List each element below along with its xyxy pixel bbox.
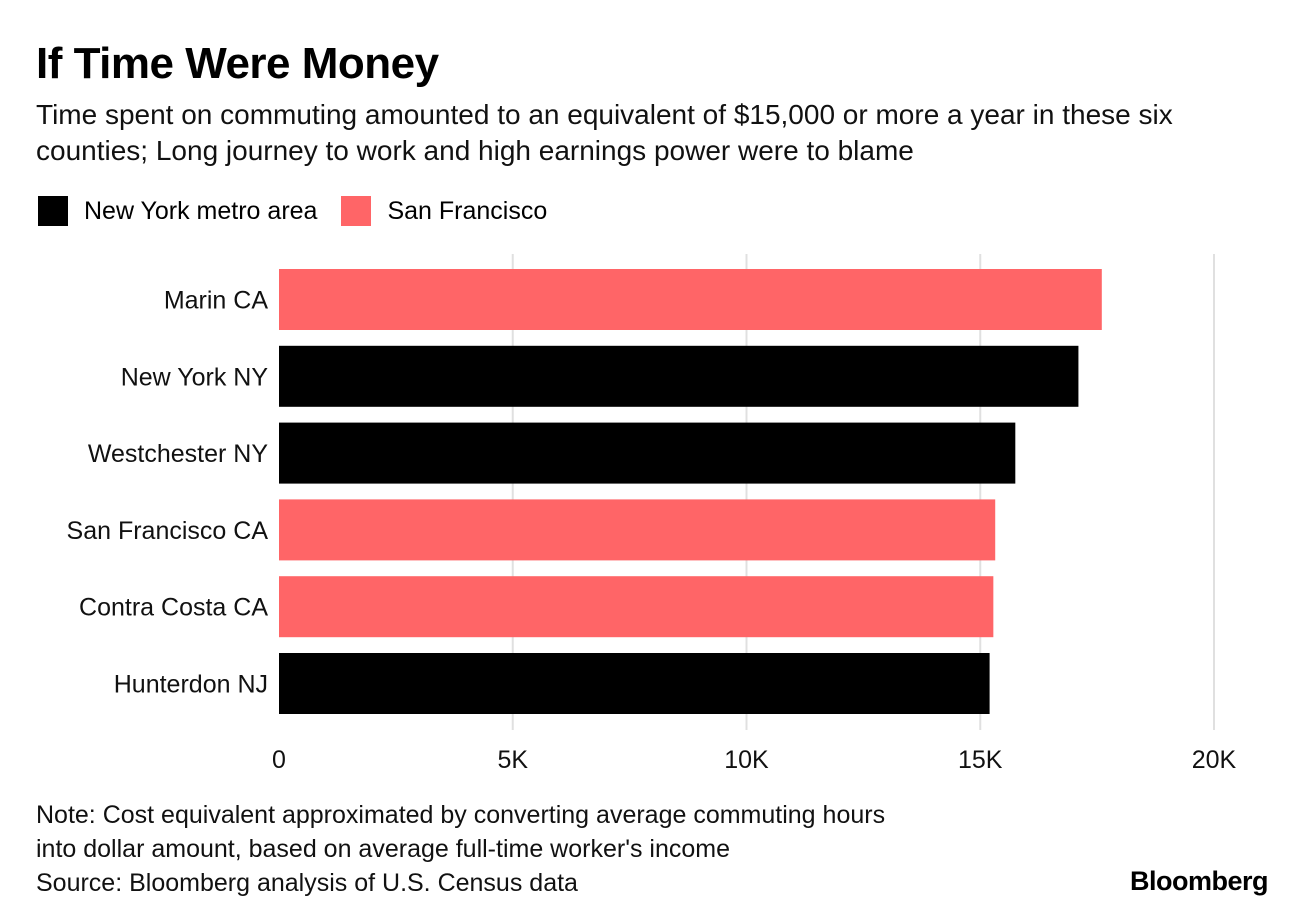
x-tick-label: 0 <box>272 746 286 774</box>
notes: Note: Cost equivalent approximated by co… <box>36 798 885 900</box>
bar <box>279 422 1016 484</box>
note-line-2: into dollar amount, based on average ful… <box>36 835 731 863</box>
bar <box>279 499 996 561</box>
legend-swatch-san-francisco <box>341 196 372 226</box>
bar <box>279 576 994 638</box>
category-label: Westchester NY <box>88 440 268 468</box>
x-tick-label: 10K <box>724 746 769 774</box>
bar <box>279 653 990 714</box>
category-label: Contra Costa CA <box>79 594 268 622</box>
legend-label-new-york: New York metro area <box>84 196 318 225</box>
chart-title: If Time Were Money <box>36 39 439 88</box>
legend: New York metro area San Francisco <box>38 194 571 228</box>
legend-item-san-francisco: San Francisco <box>341 196 547 226</box>
category-label: New York NY <box>121 363 269 391</box>
legend-label-san-francisco: San Francisco <box>387 196 548 225</box>
x-tick-label: 20K <box>1192 746 1237 774</box>
bar <box>279 345 1079 407</box>
legend-item-new-york: New York metro area <box>38 196 317 226</box>
category-label: Hunterdon NJ <box>114 671 268 699</box>
category-label: Marin CA <box>164 287 269 315</box>
legend-swatch-new-york <box>38 196 68 226</box>
chart-subtitle: Time spent on commuting amounted to an e… <box>36 99 1173 166</box>
source-line: Source: Bloomberg analysis of U.S. Censu… <box>36 869 578 897</box>
bar <box>279 269 1102 330</box>
x-tick-label: 5K <box>497 746 528 774</box>
category-label: San Francisco CA <box>67 517 269 545</box>
note-line-1: Note: Cost equivalent approximated by co… <box>36 801 886 829</box>
x-tick-label: 15K <box>958 746 1003 774</box>
bloomberg-logo: Bloomberg <box>1129 866 1269 896</box>
